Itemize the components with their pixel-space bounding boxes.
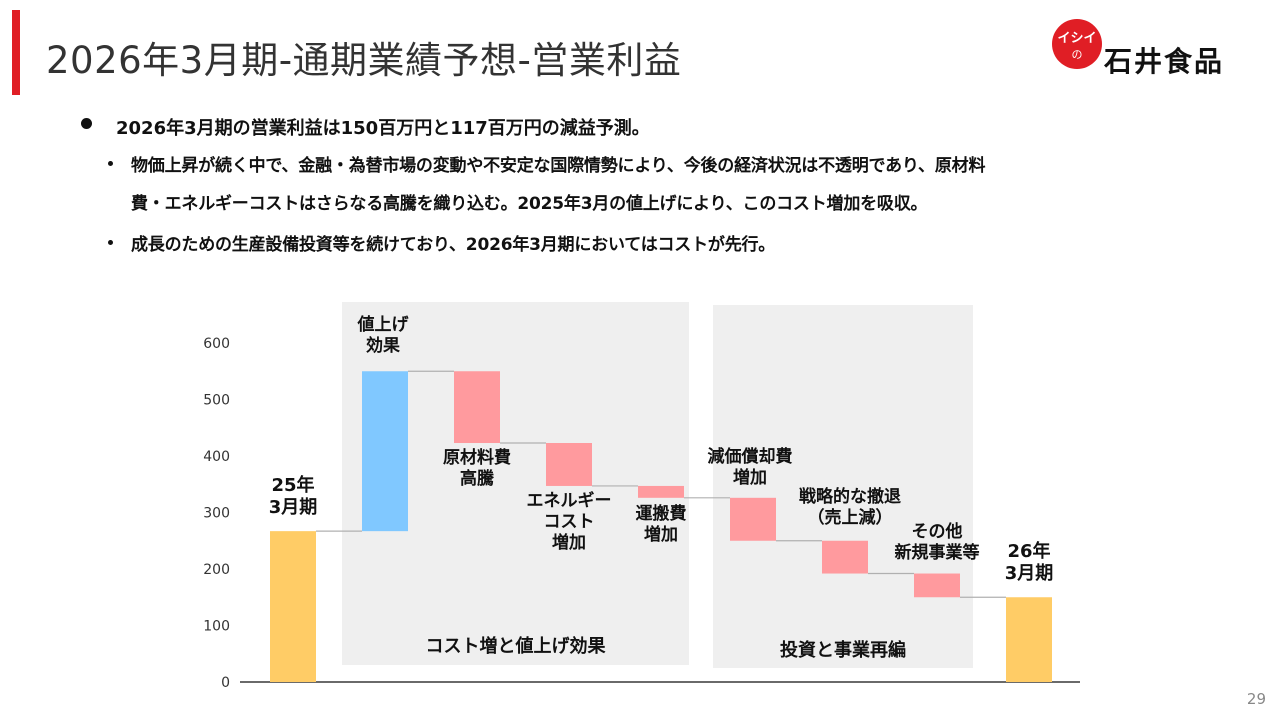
waterfall-bar-total <box>270 531 316 682</box>
step-label: （売上減） <box>808 507 893 528</box>
waterfall-bar-decrease <box>546 443 592 486</box>
step-label: コスト <box>544 512 595 532</box>
group-label: 投資と事業再編 <box>780 639 906 661</box>
step-label: 戦略的な撤退 <box>799 486 901 507</box>
title-accent-bar <box>12 10 20 95</box>
svg-text:イシイ: イシイ <box>1057 31 1096 46</box>
company-name: 石井食品 <box>1104 45 1225 78</box>
step-label: 増加 <box>644 524 678 545</box>
step-label: その他 <box>912 521 963 542</box>
step-label: 効果 <box>366 335 400 356</box>
group-background <box>713 305 973 668</box>
bullet-sub-1-line-2: 費・エネルギーコストはさらなる高騰を織り込む。2025年3月の値上げにより、この… <box>131 194 928 214</box>
svg-text:の: の <box>1072 48 1083 61</box>
step-label: 値上げ <box>357 314 410 335</box>
step-label: 増加 <box>552 532 586 553</box>
waterfall-bar-decrease <box>822 540 868 574</box>
waterfall-bar-decrease <box>730 497 776 541</box>
step-label: 原材料費 <box>443 447 511 468</box>
waterfall-bar-total <box>1006 597 1052 682</box>
waterfall-bar-decrease <box>638 485 684 498</box>
waterfall-bar-decrease <box>914 573 960 598</box>
bullet-sub-1-line-1: 物価上昇が続く中で、金融・為替市場の変動や不安定な国際情勢により、今後の経済状況… <box>131 156 986 176</box>
bullet-sub-2: 成長のための生産設備投資等を続けており、2026年3月期においてはコストが先行。 <box>131 235 776 255</box>
waterfall-bar-increase <box>362 371 408 532</box>
page-title: 2026年3月期-通期業績予想-営業利益 <box>46 39 682 82</box>
page-number: 29 <box>1246 690 1266 708</box>
bullet-dot <box>81 118 92 129</box>
y-tick-label: 0 <box>221 675 230 691</box>
y-tick-label: 300 <box>203 506 230 522</box>
company-logo: イシイ の 石井食品 <box>1048 14 1268 78</box>
step-label: エネルギー <box>527 491 612 511</box>
step-label: 3月期 <box>1005 563 1054 584</box>
step-label: 3月期 <box>269 497 318 518</box>
waterfall-bar-decrease <box>454 371 500 444</box>
y-tick-label: 200 <box>203 562 230 578</box>
bullet-main: 2026年3月期の営業利益は150百万円と117百万円の減益予測。 <box>116 118 650 139</box>
step-label: 新規事業等 <box>895 542 980 563</box>
step-label: 減価償却費 <box>708 446 793 467</box>
y-tick-label: 400 <box>203 449 230 465</box>
step-label: 25年 <box>271 474 314 496</box>
y-tick-label: 100 <box>203 619 230 635</box>
step-label: 高騰 <box>460 468 495 489</box>
step-label: 増加 <box>733 467 767 488</box>
sub-bullet-dot <box>108 240 113 245</box>
step-label: 運搬費 <box>636 503 687 524</box>
y-tick-label: 500 <box>203 393 230 409</box>
sub-bullet-dot <box>108 161 113 166</box>
y-tick-label: 600 <box>203 336 230 352</box>
step-label: 26年 <box>1007 540 1050 562</box>
group-label: コスト増と値上げ効果 <box>426 635 607 657</box>
logo-badge-icon: イシイ の <box>1052 19 1102 69</box>
